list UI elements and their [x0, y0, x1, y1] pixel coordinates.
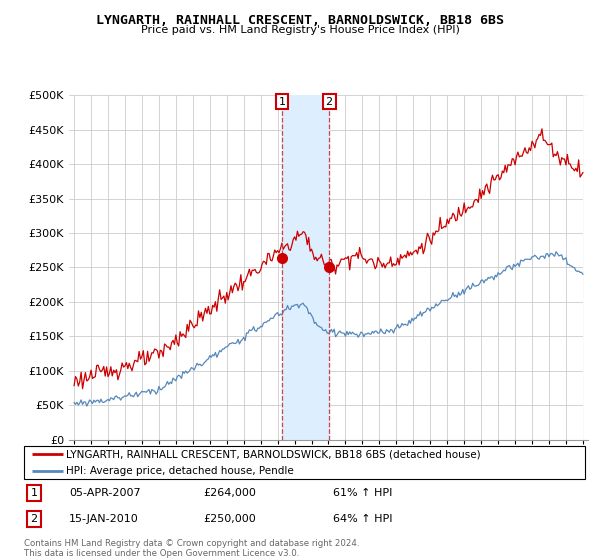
Text: £250,000: £250,000 [203, 514, 256, 524]
Text: 1: 1 [31, 488, 38, 498]
Text: 15-JAN-2010: 15-JAN-2010 [69, 514, 139, 524]
Text: Contains HM Land Registry data © Crown copyright and database right 2024.
This d: Contains HM Land Registry data © Crown c… [24, 539, 359, 558]
Text: 61% ↑ HPI: 61% ↑ HPI [332, 488, 392, 498]
Text: LYNGARTH, RAINHALL CRESCENT, BARNOLDSWICK, BB18 6BS (detached house): LYNGARTH, RAINHALL CRESCENT, BARNOLDSWIC… [66, 450, 481, 459]
Text: HPI: Average price, detached house, Pendle: HPI: Average price, detached house, Pend… [66, 466, 294, 475]
Bar [583, 95, 588, 440]
Text: £264,000: £264,000 [203, 488, 256, 498]
Text: LYNGARTH, RAINHALL CRESCENT, BARNOLDSWICK, BB18 6BS: LYNGARTH, RAINHALL CRESCENT, BARNOLDSWIC… [96, 14, 504, 27]
Text: 1: 1 [278, 96, 286, 106]
Text: 64% ↑ HPI: 64% ↑ HPI [332, 514, 392, 524]
Text: 2: 2 [31, 514, 38, 524]
Text: Price paid vs. HM Land Registry's House Price Index (HPI): Price paid vs. HM Land Registry's House … [140, 25, 460, 35]
Text: 05-APR-2007: 05-APR-2007 [69, 488, 140, 498]
Bar [282, 95, 329, 440]
Text: 2: 2 [326, 96, 333, 106]
